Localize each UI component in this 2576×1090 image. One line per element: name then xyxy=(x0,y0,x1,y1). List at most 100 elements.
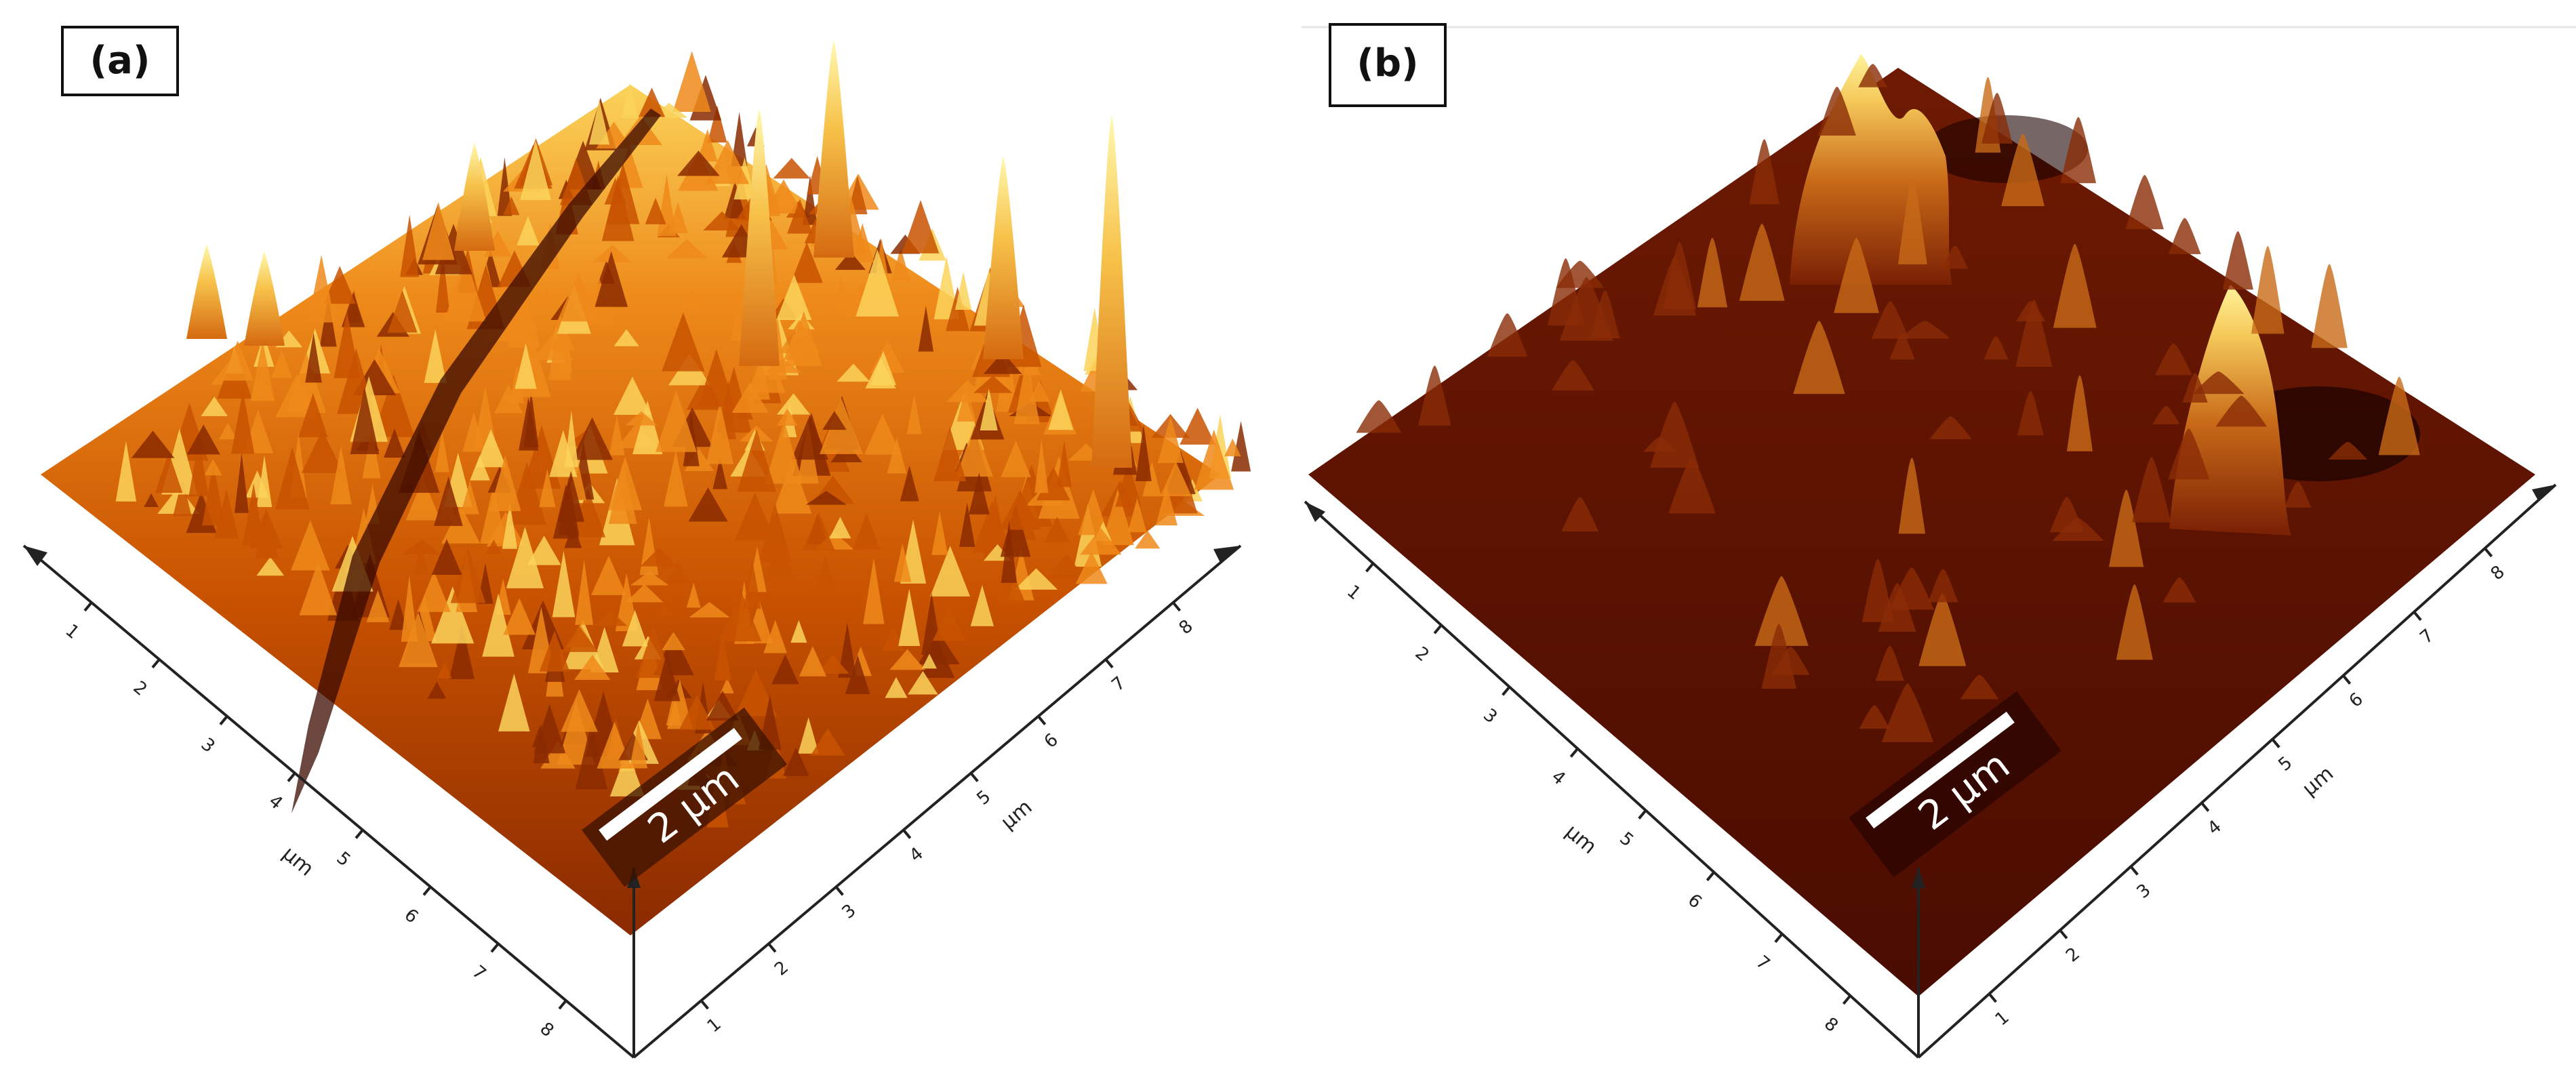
surface-spike xyxy=(506,527,544,588)
surface-spike xyxy=(202,463,225,526)
surface-spike xyxy=(779,319,820,354)
tick-mark-y xyxy=(1842,994,1851,1005)
surface-spike xyxy=(889,649,925,670)
axis-unit-x: μm xyxy=(2298,762,2339,801)
tick-label-y: 7 xyxy=(468,962,490,985)
surface-spike xyxy=(851,223,874,263)
tick-mark-y xyxy=(287,772,296,782)
surface-spike xyxy=(865,357,896,389)
surface-spike xyxy=(672,51,711,112)
surface-spike xyxy=(959,502,975,547)
surface-spike xyxy=(771,654,799,685)
tick-mark-y xyxy=(490,942,500,953)
surface-bump xyxy=(2168,428,2210,480)
panel-label-box-b xyxy=(1329,23,1447,107)
surface-spike xyxy=(656,390,697,452)
surface-spike xyxy=(677,150,720,176)
surface-spike xyxy=(790,242,823,283)
surface-bump xyxy=(2049,496,2085,533)
surface-spike xyxy=(688,487,728,522)
surface-spike xyxy=(837,363,870,382)
surface-bump xyxy=(1356,400,1402,433)
surface-spike xyxy=(703,211,742,230)
surface-spike xyxy=(431,586,475,644)
surface-spike xyxy=(758,503,792,563)
surface-spike xyxy=(815,555,835,590)
surface-bump xyxy=(1941,245,1969,269)
tick-label-x: 6 xyxy=(2346,689,2367,712)
tick-mark-x xyxy=(1037,715,1047,725)
tick-label-y: 4 xyxy=(265,791,287,814)
surface-spike xyxy=(679,694,716,730)
tick-label-y: 8 xyxy=(536,1018,558,1041)
surface-spike xyxy=(497,157,512,216)
surface-bump xyxy=(2222,231,2253,290)
surface-spike xyxy=(131,430,175,458)
tick-mark-y xyxy=(1569,748,1579,758)
tick-mark-x xyxy=(2129,866,2139,876)
surface-spike xyxy=(1078,489,1109,536)
surface-spike xyxy=(902,200,940,254)
surface-spike xyxy=(422,202,455,260)
surface-spike xyxy=(609,750,645,796)
surface-spike xyxy=(802,512,835,550)
surface-spike xyxy=(1057,441,1072,487)
surface-spike xyxy=(1157,416,1184,463)
surface-spike xyxy=(366,590,390,622)
tick-label-x: 8 xyxy=(1175,616,1197,639)
surface-bump xyxy=(2015,299,2053,367)
surface-spike xyxy=(372,374,415,437)
surface-bump xyxy=(1984,336,2009,360)
surface-spike xyxy=(1224,438,1241,457)
surface-spike xyxy=(387,290,418,333)
surface-spike xyxy=(537,287,557,302)
surface-peak xyxy=(983,156,1024,359)
surface-bump xyxy=(1861,559,1894,622)
surface-bump xyxy=(2328,441,2368,460)
surface-spike xyxy=(561,689,598,732)
surface-spike xyxy=(743,559,761,609)
surface-spike xyxy=(689,602,730,618)
surface-spike xyxy=(494,384,523,413)
surface-spike xyxy=(856,249,900,317)
tick-mark-y xyxy=(1706,871,1715,881)
surface-spike xyxy=(707,105,727,143)
surface-peak xyxy=(186,244,227,339)
surface-spike xyxy=(548,319,572,380)
surface-peak xyxy=(454,142,495,251)
tick-label-x: 6 xyxy=(1041,729,1062,752)
surface-bump xyxy=(2132,456,2171,523)
tick-label-x: 7 xyxy=(1108,673,1129,696)
surface-spike xyxy=(980,388,998,431)
surface-spike xyxy=(503,598,536,635)
surface-spike xyxy=(731,382,769,413)
surface-spike xyxy=(450,548,486,603)
tick-label-y: 2 xyxy=(1411,643,1433,666)
surface-spike xyxy=(773,157,811,179)
surface-spike xyxy=(829,517,851,539)
axis-arrow-up-b xyxy=(1912,868,1925,888)
surface-spike xyxy=(776,408,798,426)
surface-bump xyxy=(1551,360,1594,391)
surface-spike xyxy=(574,655,611,681)
surface-spike xyxy=(1075,551,1108,584)
surface-bump xyxy=(2016,301,2046,322)
surface-bump xyxy=(1662,241,1697,310)
surface-bump xyxy=(2053,243,2097,328)
tick-label-y: 6 xyxy=(1684,890,1706,913)
surface-spike xyxy=(204,459,222,476)
surface-spike xyxy=(531,725,548,748)
surface-spike xyxy=(1080,527,1122,555)
tick-mark-y xyxy=(83,601,93,612)
surface-spike xyxy=(737,429,776,492)
surface-spike xyxy=(1160,461,1192,496)
surface-spike xyxy=(539,468,556,508)
surface-spike xyxy=(1034,439,1049,493)
surface-spike xyxy=(997,570,1026,605)
tick-mark-x xyxy=(767,942,777,953)
panel-label-box-a xyxy=(61,26,179,96)
surface-spike xyxy=(570,488,606,538)
axis-arrow-right-b xyxy=(2532,485,2556,502)
surface-spike xyxy=(893,543,912,582)
